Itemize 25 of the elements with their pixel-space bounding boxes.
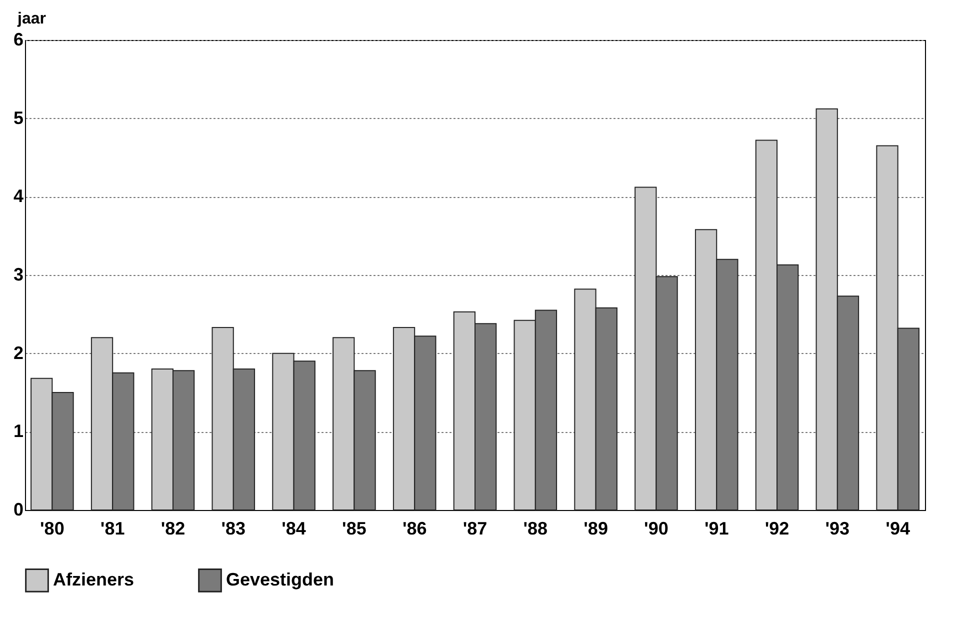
- x-tick-label: '86: [402, 518, 427, 538]
- x-tick-label: '94: [886, 518, 910, 538]
- x-tick-label: '91: [704, 518, 729, 538]
- x-tick-label: '92: [764, 518, 790, 538]
- y-tick-label: 6: [13, 30, 24, 50]
- x-tick-label: '90: [644, 518, 668, 538]
- x-tick-label: '93: [825, 518, 850, 538]
- x-tick-label: '87: [462, 518, 488, 538]
- y-tick-label: 3: [13, 264, 24, 284]
- x-tick-label: '81: [100, 518, 125, 538]
- x-tick-label: '85: [342, 518, 366, 538]
- y-tick-label: 1: [13, 421, 24, 442]
- y-tick-label: 4: [13, 186, 24, 206]
- x-tick-label: '89: [584, 518, 608, 538]
- y-tick-label: 0: [13, 500, 24, 520]
- y-axis-title: jaar: [16, 10, 46, 28]
- legend-label: Gevestigden: [226, 569, 334, 590]
- legend-label: Afzieners: [53, 569, 134, 590]
- x-tick-label: '82: [160, 518, 186, 538]
- x-tick-label: '83: [221, 518, 246, 538]
- x-tick-label: '84: [282, 518, 306, 538]
- y-tick-label: 5: [13, 108, 24, 128]
- x-tick-label: '88: [523, 518, 548, 538]
- y-tick-label: 2: [13, 342, 24, 363]
- x-tick-label: '80: [40, 518, 64, 538]
